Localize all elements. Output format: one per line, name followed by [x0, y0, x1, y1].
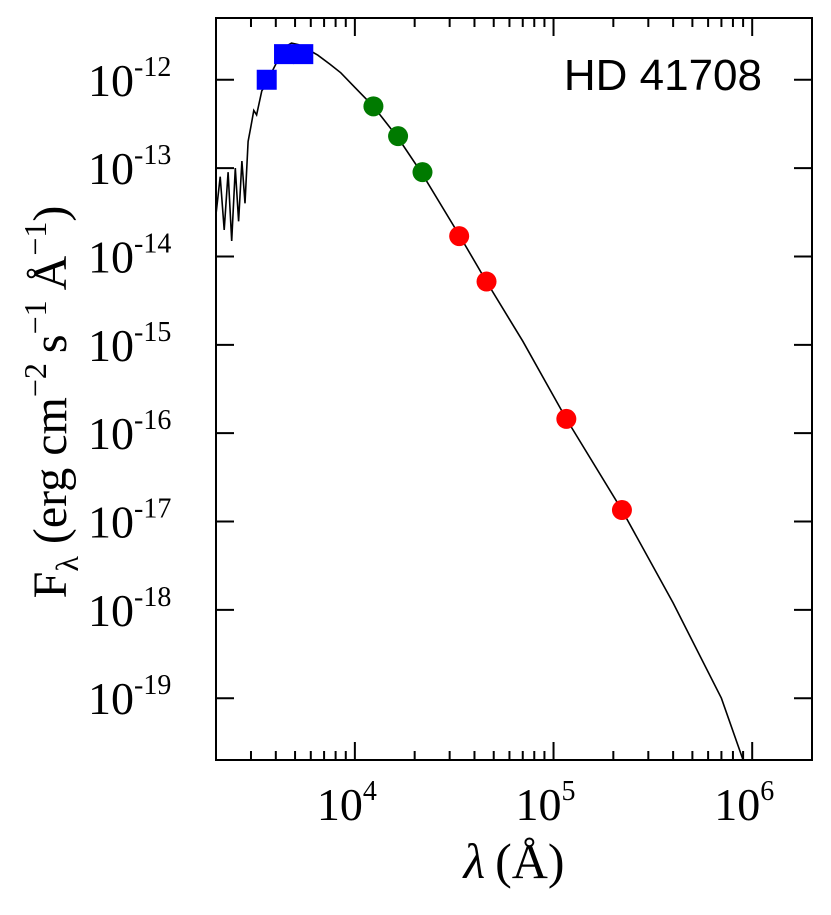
data-point-square: [256, 69, 277, 90]
y-axis-label: Fλ(erg cm−2s−1Å−1): [17, 206, 85, 599]
plot-frame: [215, 17, 813, 761]
y-tick-label: 10-17: [88, 494, 171, 548]
star-name-annotation: HD 41708: [564, 51, 762, 100]
y-axis-subscript: λ: [49, 556, 85, 572]
data-point-circle: [556, 408, 577, 429]
x-axis-symbol: λ: [461, 833, 485, 889]
x-tick-label: 105: [516, 776, 576, 830]
data-point-circle: [449, 226, 470, 247]
y-axis-close: ): [24, 206, 77, 222]
data-point-circle: [363, 96, 384, 117]
y-tick-label: 10-12: [88, 52, 171, 106]
y-axis-unit-prefix: (erg cm: [24, 397, 77, 544]
axis-ticks: [215, 18, 813, 760]
y-axis-exp-cm: −2: [17, 363, 53, 397]
y-tick-label: 10-18: [88, 582, 171, 636]
tick-labels: 104 105 106 10-12 10-13 10-14 10-15 10-16 10-17 1…: [88, 52, 774, 830]
model-line: [216, 42, 744, 760]
data-point-circle: [476, 271, 497, 292]
y-tick-label: 10-13: [88, 140, 171, 194]
y-axis-exp-s: −1: [17, 300, 53, 334]
x-tick-label: 106: [714, 776, 774, 830]
y-axis-symbol: F: [24, 572, 77, 599]
y-tick-label: 10-15: [88, 317, 171, 371]
x-axis-unit: (Å): [495, 833, 564, 889]
y-tick-label: 10-16: [88, 405, 171, 459]
y-axis-s: s: [24, 334, 77, 353]
data-point-square: [293, 44, 314, 65]
data-point-circle: [611, 500, 632, 521]
model-spectrum: [216, 42, 744, 760]
y-axis-exp-a: −1: [17, 222, 53, 256]
y-tick-label: 10-19: [88, 670, 171, 724]
photometry-points: [256, 44, 632, 521]
data-point-square: [274, 44, 295, 65]
data-point-circle: [412, 162, 433, 183]
y-axis-angstrom: Å: [24, 255, 77, 290]
x-tick-label: 104: [317, 776, 377, 830]
y-tick-label: 10-14: [88, 228, 171, 282]
x-axis-label: λ (Å): [461, 833, 564, 889]
data-point-circle: [388, 126, 409, 147]
